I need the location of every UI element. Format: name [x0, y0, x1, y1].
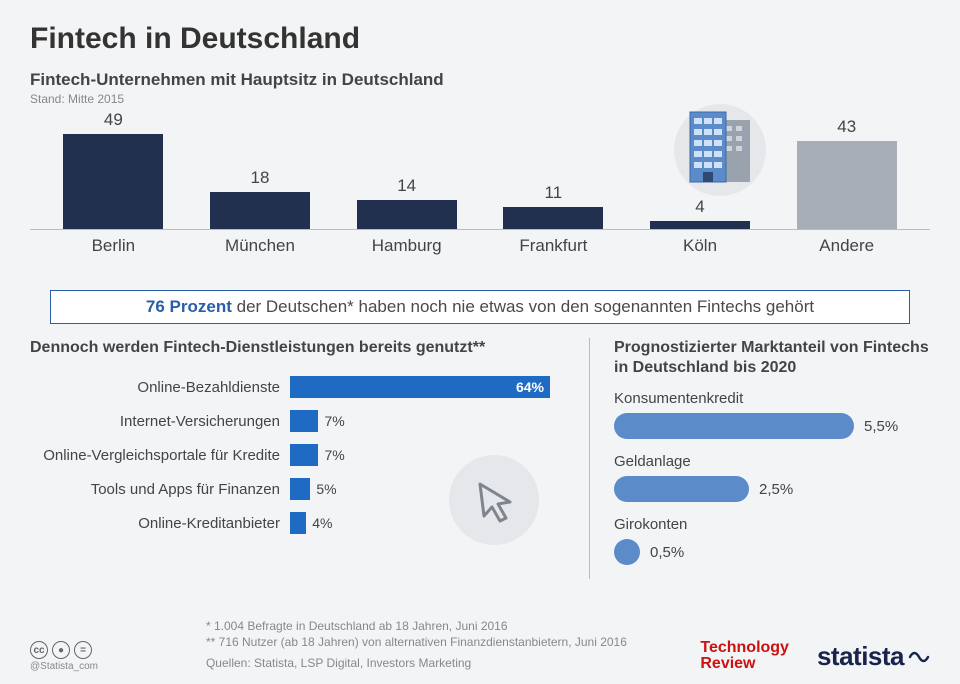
bar-value: 49 [104, 110, 123, 130]
bar-label: Andere [773, 236, 920, 256]
bar-slot: 18 [187, 110, 334, 229]
cc-icon: cc [30, 641, 48, 659]
usage-title: Dennoch werden Fintech-Dienstleistungen … [30, 338, 571, 358]
cc-handle: @Statista_com [30, 661, 98, 672]
bar-label: Köln [627, 236, 774, 256]
usage-bar-fill [290, 444, 318, 466]
usage-bar-fill [290, 478, 310, 500]
usage-bar: 64% [290, 376, 571, 398]
usage-label: Online-Bezahldienste [30, 379, 290, 396]
bar-value: 14 [397, 176, 416, 196]
bar-value: 11 [545, 183, 563, 203]
infographic-page: Fintech in Deutschland Fintech-Unternehm… [0, 0, 960, 684]
bar-rect [63, 134, 163, 229]
bar-slot: 11 [480, 110, 627, 229]
usage-label: Online-Kreditanbieter [30, 515, 290, 532]
bar-rect [357, 200, 457, 229]
top-chart-subtitle: Fintech-Unternehmen mit Hauptsitz in Deu… [30, 70, 930, 90]
usage-pct: 5% [316, 481, 336, 497]
lower-columns: Dennoch werden Fintech-Dienstleistungen … [30, 338, 930, 579]
bar-value: 43 [837, 117, 856, 137]
bar-rect [650, 221, 750, 229]
forecast-label: Geldanlage [614, 453, 930, 470]
callout-box: 76 Prozent der Deutschen* haben noch nie… [50, 290, 910, 324]
forecast-pill [614, 413, 854, 439]
forecast-value: 2,5% [759, 481, 793, 498]
footnote-2: ** 716 Nutzer (ab 18 Jahren) von alterna… [206, 634, 682, 651]
bar-slot: 43 [773, 110, 920, 229]
forecast-pill [614, 539, 640, 565]
page-title: Fintech in Deutschland [30, 22, 930, 56]
forecast-row: Konsumentenkredit 5,5% [614, 390, 930, 439]
forecast-row: Geldanlage 2,5% [614, 453, 930, 502]
forecast-label: Konsumentenkredit [614, 390, 930, 407]
statista-logo: statista [817, 641, 930, 672]
usage-row: Internet-Versicherungen 7% [30, 404, 571, 438]
cc-license: cc ● = @Statista_com [30, 641, 98, 672]
bar-label: Frankfurt [480, 236, 627, 256]
bar-slot: 49 [40, 110, 187, 229]
usage-pct: 64% [516, 379, 544, 395]
usage-pct: 4% [312, 515, 332, 531]
footnote-1: * 1.004 Befragte in Deutschland ab 18 Ja… [206, 618, 682, 635]
top-chart-stand: Stand: Mitte 2015 [30, 92, 930, 106]
forecast-value: 0,5% [650, 544, 684, 561]
technology-review-logo: Technology Review [700, 640, 789, 672]
usage-row: Online-Bezahldienste 64% [30, 370, 571, 404]
bar-slot: 4 [627, 110, 774, 229]
sources: Quellen: Statista, LSP Digital, Investor… [206, 655, 682, 672]
usage-bar-fill [290, 512, 306, 534]
forecast-label: Girokonten [614, 516, 930, 533]
usage-bar-fill: 64% [290, 376, 550, 398]
top-chart-header: Fintech-Unternehmen mit Hauptsitz in Deu… [30, 70, 930, 106]
bar-rect [210, 192, 310, 229]
callout-percent: 76 Prozent [146, 297, 232, 316]
bar-label: München [187, 236, 334, 256]
usage-bar-fill [290, 410, 318, 432]
usage-chart: Dennoch werden Fintech-Dienstleistungen … [30, 338, 590, 579]
usage-bar: 7% [290, 410, 571, 432]
usage-label: Tools und Apps für Finanzen [30, 481, 290, 498]
forecast-title: Prognostizierter Marktanteil von Fintech… [614, 338, 930, 378]
city-bar-chart: 49 18 14 11 4 43 BerlinMünchenHamburgFrankfur… [30, 110, 930, 280]
usage-bar: 7% [290, 444, 571, 466]
usage-pct: 7% [324, 447, 344, 463]
callout-text: der Deutschen* haben noch nie etwas von … [232, 297, 814, 316]
forecast-row: Girokonten 0,5% [614, 516, 930, 565]
bar-value: 4 [695, 197, 704, 217]
forecast-value: 5,5% [864, 418, 898, 435]
bar-rect [503, 207, 603, 229]
usage-label: Online-Vergleichsportale für Kredite [30, 447, 290, 464]
cc-by-icon: ● [52, 641, 70, 659]
bar-label: Berlin [40, 236, 187, 256]
bar-slot: 14 [333, 110, 480, 229]
usage-label: Internet-Versicherungen [30, 413, 290, 430]
forecast-chart: Prognostizierter Marktanteil von Fintech… [590, 338, 930, 579]
footnotes: * 1.004 Befragte in Deutschland ab 18 Ja… [116, 618, 682, 672]
forecast-pill [614, 476, 749, 502]
usage-pct: 7% [324, 413, 344, 429]
footer: cc ● = @Statista_com * 1.004 Befragte in… [30, 618, 930, 672]
bar-label: Hamburg [333, 236, 480, 256]
bar-value: 18 [251, 168, 270, 188]
bar-rect [797, 141, 897, 229]
cc-nd-icon: = [74, 641, 92, 659]
cursor-icon [449, 455, 539, 545]
